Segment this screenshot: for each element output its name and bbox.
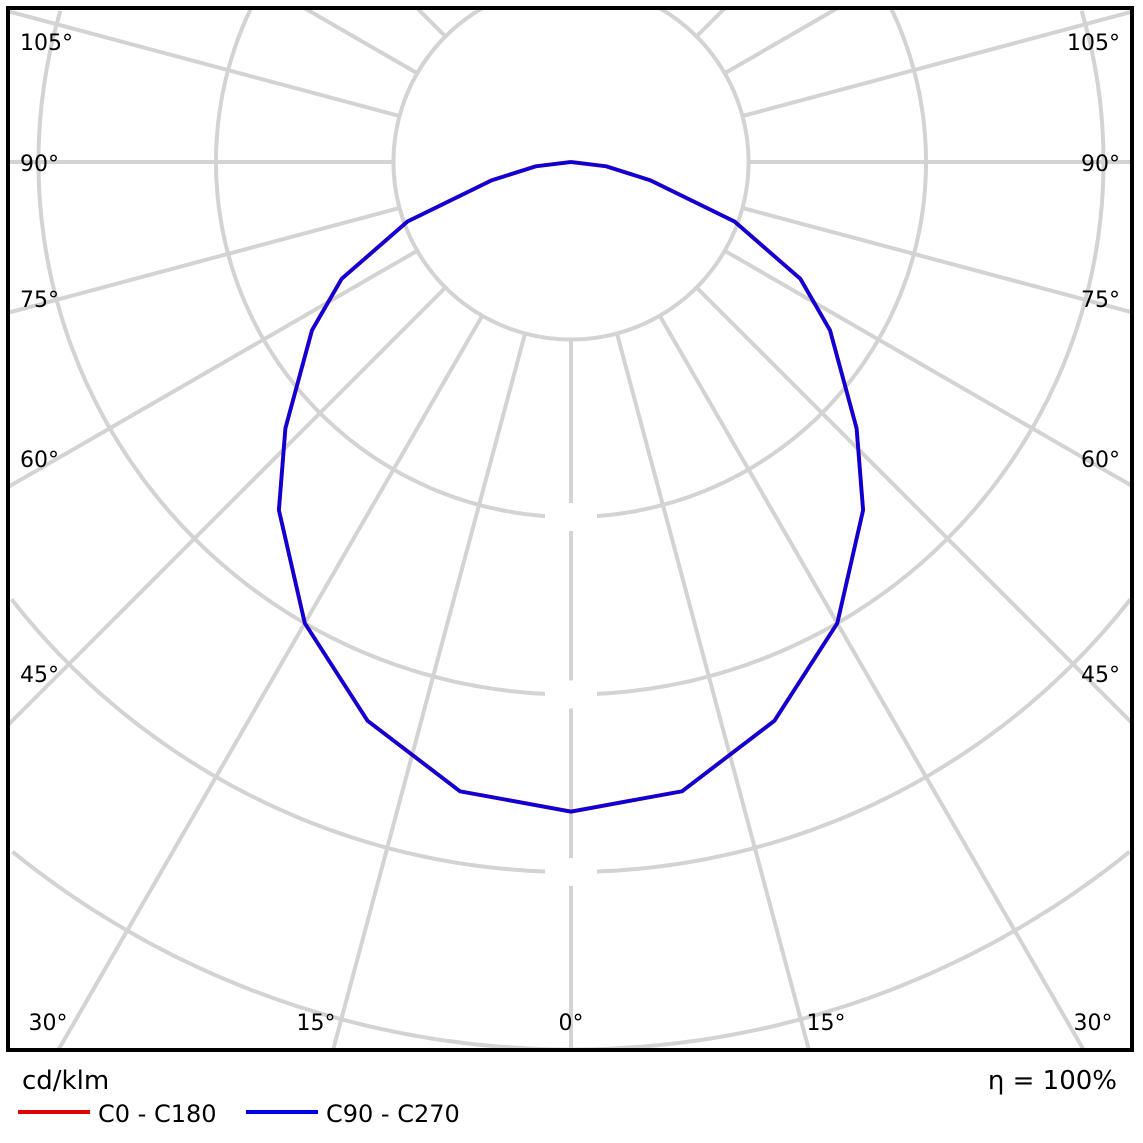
grid-ring (571, 10, 1106, 697)
legend-label-c0-c180: C0 - C180 (98, 1100, 217, 1128)
legend-swatch-c90-c270 (246, 1110, 318, 1114)
grid-spoke (658, 314, 1086, 1051)
legend-swatch-c0-c180 (18, 1110, 90, 1114)
angle-label-right: 45° (1081, 663, 1120, 688)
radial-label-gap (545, 680, 597, 709)
angle-label-left: 90° (20, 152, 59, 177)
legend-label-c90-c270: C90 - C270 (326, 1100, 460, 1128)
grid-ring (571, 8, 928, 519)
grid-spoke (6, 286, 447, 727)
angle-labels: 105° 90° 75° 60° 45° 105° 90° 75° 60° 45° 30° 15° 0°… (20, 31, 1120, 1036)
grid-spoke (723, 6, 839, 75)
angle-label-left: 75° (20, 288, 59, 313)
curves (276, 160, 866, 814)
grid-ring (571, 6, 751, 342)
grid-ring (391, 6, 571, 342)
angle-label-bottom: 30° (29, 1011, 68, 1036)
grid-ring (11, 850, 571, 1052)
grid-spoke (56, 314, 484, 1052)
grid-spoke (331, 332, 527, 1051)
grid-spoke (695, 6, 727, 38)
grid-spoke (741, 206, 1133, 315)
angle-label-left: 60° (20, 448, 59, 473)
polar-grid (6, 6, 1134, 1052)
grid-spoke (7, 249, 419, 489)
radial-label-gap (545, 858, 597, 886)
angle-label-bottom: 15° (297, 1011, 336, 1036)
angle-label-right: 90° (1081, 152, 1120, 177)
angle-label-right: 105° (1067, 31, 1120, 56)
angle-label-right: 75° (1081, 288, 1120, 313)
grid-ring (571, 597, 1133, 874)
radial-label-gap (545, 503, 597, 531)
angle-label-left: 105° (20, 31, 73, 56)
grid-spoke (415, 6, 447, 38)
efficiency-label: η = 100% (987, 1066, 1117, 1096)
grid-spoke (615, 332, 811, 1051)
grid-spoke (303, 6, 419, 75)
grid-spoke (695, 286, 1134, 725)
grid-ring (9, 597, 571, 874)
angle-label-right: 60° (1081, 448, 1120, 473)
grid-ring (571, 850, 1131, 1052)
grid-spoke (7, 9, 401, 118)
plot-frame (6, 6, 1134, 1052)
angle-label-bottom: 0° (559, 1011, 584, 1036)
angle-label-left: 45° (20, 663, 59, 688)
grid-spoke (723, 249, 1133, 488)
angle-label-bottom: 15° (807, 1011, 846, 1036)
grid-spoke (741, 9, 1133, 118)
grid-ring (214, 8, 571, 519)
series-curve-c90-c270 (277, 160, 865, 814)
unit-label: cd/klm (22, 1066, 110, 1096)
angle-label-bottom: 30° (1074, 1011, 1113, 1036)
grid-ring (36, 10, 571, 697)
grid-spoke (7, 206, 401, 315)
